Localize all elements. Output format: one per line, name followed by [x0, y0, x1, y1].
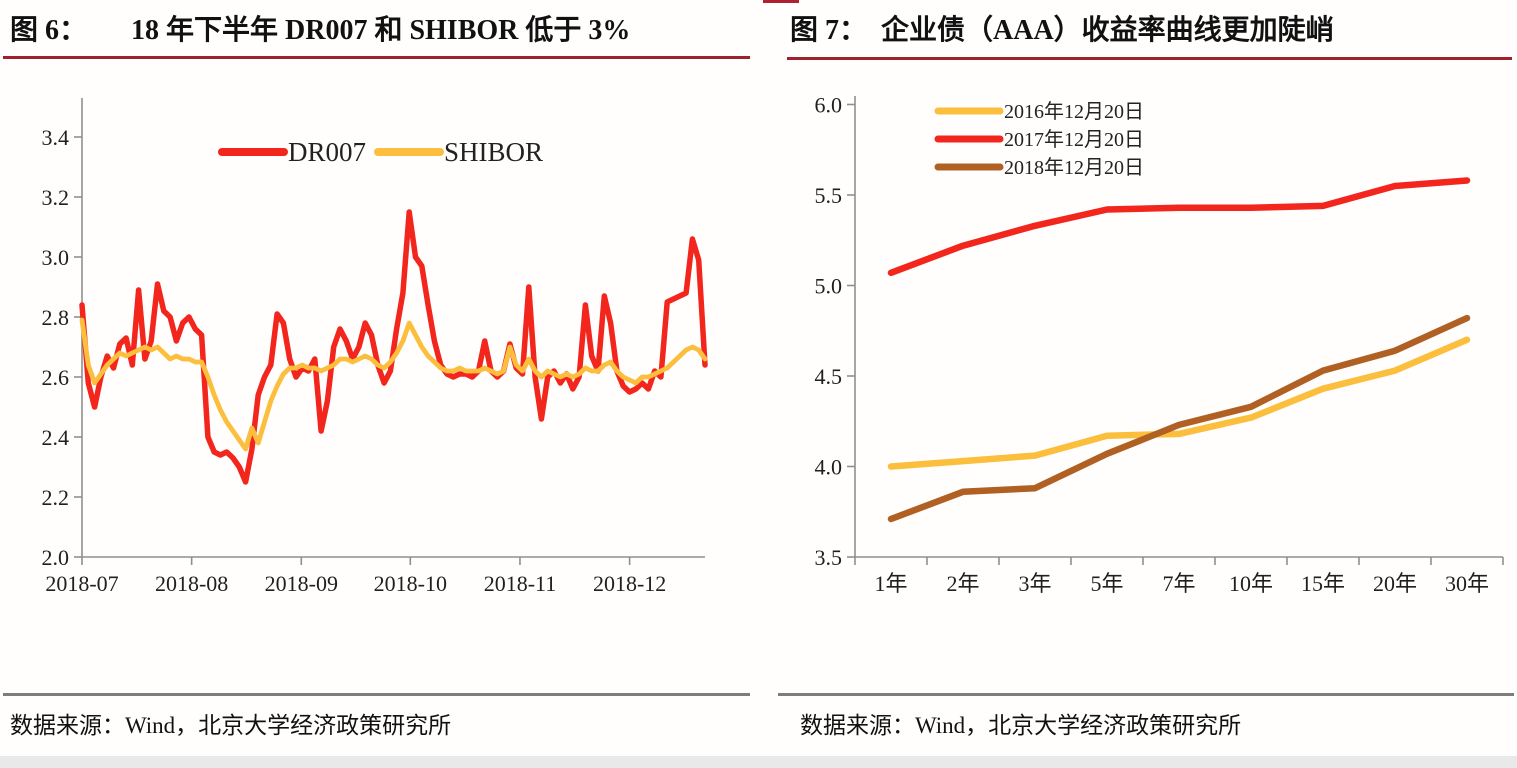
series-2017年12月20日 [887, 177, 1471, 277]
svg-text:2.4: 2.4 [42, 425, 70, 450]
svg-text:30年: 30年 [1445, 571, 1489, 596]
svg-text:2018-07: 2018-07 [45, 571, 118, 596]
page-bottom-strip [0, 756, 1517, 768]
fig6-line-chart: 2.0 2.2 2.4 2.6 2.8 3.0 3.2 3.4 2018-07 2018-08 20… [42, 98, 708, 596]
svg-text:2018-09: 2018-09 [265, 571, 338, 596]
svg-text:2.2: 2.2 [42, 485, 70, 510]
series-SHIBOR [79, 317, 708, 452]
svg-text:5.0: 5.0 [815, 274, 843, 299]
svg-text:6.0: 6.0 [815, 93, 843, 118]
svg-text:4.5: 4.5 [815, 364, 843, 389]
series-2016年12月20日 [887, 336, 1471, 470]
fig6-source-rule [3, 693, 750, 696]
svg-text:5.5: 5.5 [815, 183, 843, 208]
svg-text:1年: 1年 [874, 571, 907, 596]
svg-text:4.0: 4.0 [815, 455, 843, 480]
svg-text:2.8: 2.8 [42, 305, 70, 330]
fig6-caption: 图 6： 18 年下半年 DR007 和 SHIBOR 低于 3% [10, 8, 630, 48]
fig7-caption-text: 企业债（AAA）收益率曲线更加陡峭 [881, 15, 1334, 46]
fig7-line-chart: 3.5 4.0 4.5 5.0 5.5 6.0 1年 2年 3年 5年 7年 10年 15年 20年 30年… [815, 93, 1504, 596]
legend-label-DR007: DR007 [288, 137, 366, 167]
legend-label-2016年12月20日: 2016年12月20日 [1004, 100, 1144, 123]
fig6-caption-number: 图 6： [10, 15, 88, 46]
fig6-source: 数据来源：Wind，北京大学经济政策研究所 [10, 713, 452, 738]
svg-text:2018-11: 2018-11 [484, 571, 557, 596]
svg-text:2.0: 2.0 [42, 545, 70, 570]
fig6-caption-underline [3, 56, 750, 59]
fig6-caption-text: 18 年下半年 DR007 和 SHIBOR 低于 3% [131, 15, 631, 46]
svg-text:10年: 10年 [1229, 571, 1273, 596]
svg-text:3.2: 3.2 [42, 185, 70, 210]
svg-text:3年: 3年 [1018, 571, 1051, 596]
svg-text:3.0: 3.0 [42, 245, 70, 270]
svg-text:7年: 7年 [1162, 571, 1195, 596]
legend-label-2017年12月20日: 2017年12月20日 [1004, 128, 1144, 151]
svg-text:2年: 2年 [946, 571, 979, 596]
fig7-source: 数据来源：Wind，北京大学经济政策研究所 [800, 713, 1242, 738]
series-DR007 [79, 209, 708, 485]
svg-text:5年: 5年 [1090, 571, 1123, 596]
svg-text:20年: 20年 [1373, 571, 1417, 596]
svg-text:2.6: 2.6 [42, 365, 70, 390]
legend-label-2018年12月20日: 2018年12月20日 [1004, 156, 1144, 179]
legend-label-SHIBOR: SHIBOR [444, 137, 543, 167]
svg-text:3.5: 3.5 [815, 545, 843, 570]
svg-text:3.4: 3.4 [42, 125, 70, 150]
fig7-source-rule [778, 693, 1514, 696]
svg-text:2018-08: 2018-08 [155, 571, 228, 596]
svg-text:2018-10: 2018-10 [374, 571, 447, 596]
svg-text:15年: 15年 [1301, 571, 1345, 596]
svg-text:2018-12: 2018-12 [593, 571, 666, 596]
fig7-caption-underline [787, 57, 1512, 60]
fig7-caption: 图 7： 企业债（AAA）收益率曲线更加陡峭 [790, 8, 1334, 48]
fig7-caption-number: 图 7： [790, 15, 868, 46]
series-2018年12月20日 [887, 314, 1471, 523]
cropped-red-line-artifact [763, 0, 799, 3]
